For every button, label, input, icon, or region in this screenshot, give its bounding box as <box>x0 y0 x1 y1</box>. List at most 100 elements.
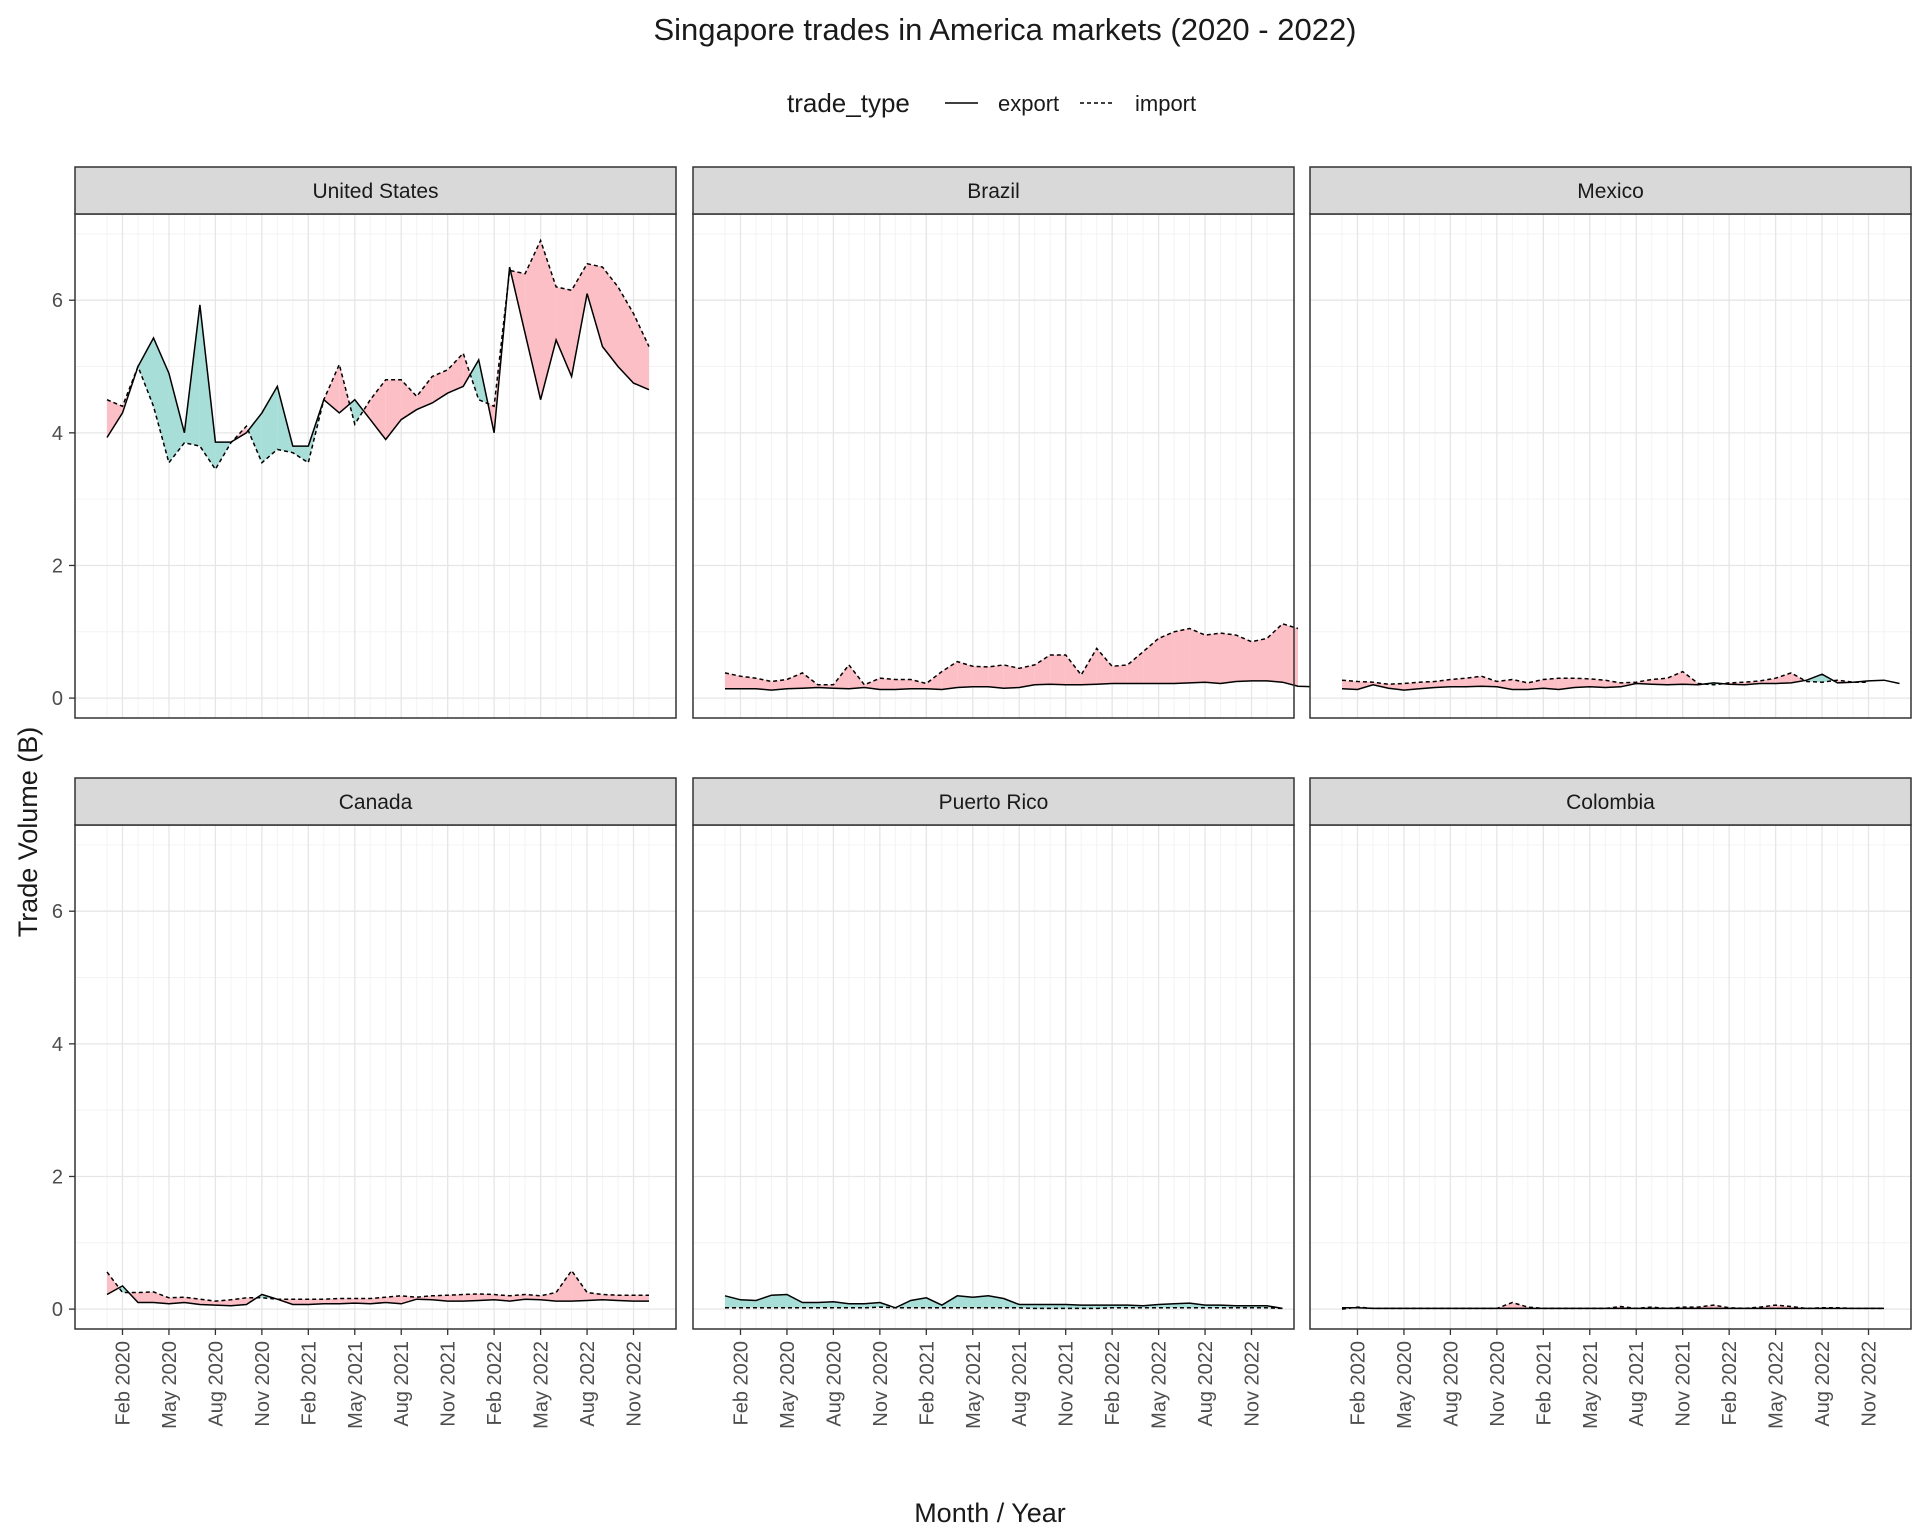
trade-gap-ribbon <box>1050 655 1066 685</box>
facet-strip-label: Brazil <box>967 180 1020 203</box>
export-series-line <box>106 1284 649 1307</box>
trade-gap-ribbon <box>988 1295 1004 1308</box>
trade-gap-ribbon <box>1574 678 1590 688</box>
y-tick-label: 6 <box>52 901 63 923</box>
x-tick-label: May 2021 <box>1580 1341 1602 1429</box>
legend-title: trade_type <box>787 88 910 118</box>
trade-gap-ribbon <box>556 286 572 377</box>
trade-gap-ribbon <box>618 286 634 384</box>
trade-gap-ribbon <box>1481 676 1497 687</box>
trade-gap-ribbon <box>1081 1305 1097 1309</box>
trade-gap-ribbon <box>447 353 464 394</box>
panel-background <box>75 825 676 1329</box>
trade-gap-ribbon <box>401 379 417 420</box>
trade-gap-ribbon <box>571 263 588 377</box>
trade-gap-ribbon <box>540 1292 557 1302</box>
trade-gap-ribbon <box>137 338 154 407</box>
trade-gap-ribbon <box>168 373 185 463</box>
panel-background <box>693 825 1294 1329</box>
facet-strip <box>74 777 677 826</box>
facet-strip-label: Canada <box>339 791 413 814</box>
x-tick-label: Nov 2021 <box>438 1341 460 1427</box>
trade-gap-ribbon <box>230 1297 247 1306</box>
x-tick-label: Aug 2020 <box>1440 1341 1462 1427</box>
trade-gap-ribbon <box>525 240 541 400</box>
trade-gap-ribbon <box>416 376 433 410</box>
trade-gap-ribbon <box>833 1301 849 1308</box>
trade-gap-ribbon <box>1605 680 1621 688</box>
panel-background <box>1310 825 1911 1329</box>
legend-label-export: export <box>998 91 1059 116</box>
facet-panel: Puerto Rico Feb 2020 May 2020 Aug 2020 Nov 2… <box>692 777 1295 1429</box>
legend-label-import: import <box>1135 91 1196 116</box>
x-tick-label: Feb 2022 <box>1102 1341 1124 1426</box>
trade-gap-ribbon <box>848 1303 865 1308</box>
trade-gap-ribbon <box>1158 631 1175 684</box>
x-axis-label: Month / Year <box>914 1498 1066 1528</box>
trade-gap-ribbon <box>354 1298 371 1304</box>
trade-gap-ribbon <box>1760 678 1776 684</box>
trade-gap-ribbon <box>1220 633 1237 684</box>
trade-gap-ribbon <box>1403 682 1420 691</box>
trade-gap-ribbon <box>540 240 557 400</box>
trade-gap-ribbon <box>618 1295 634 1302</box>
trade-gap-ribbon <box>339 1298 355 1304</box>
import-series-line <box>106 238 650 471</box>
trade-gap-ribbon <box>478 1293 495 1301</box>
trade-gap-ribbon <box>864 678 880 690</box>
x-tick-label: Feb 2021 <box>916 1341 938 1426</box>
trade-gap-ribbon <box>1096 1305 1113 1309</box>
trade-gap-ribbon <box>470 359 479 400</box>
trade-gap-ribbon <box>879 678 896 690</box>
y-axis-label: Trade Volume (B) <box>13 727 43 938</box>
facet-strip <box>692 777 1295 826</box>
trade-gap-ribbon <box>1775 1305 1792 1309</box>
x-tick-label: May 2020 <box>159 1341 181 1429</box>
trade-gap-ribbon <box>1019 664 1035 688</box>
trade-gap-ribbon <box>308 1299 324 1305</box>
trade-gap-ribbon <box>1267 623 1283 683</box>
facet-strip <box>692 166 1295 215</box>
trade-gap-ribbon <box>1251 638 1267 681</box>
trade-gap-ribbon <box>1034 1304 1051 1309</box>
trade-gap-ribbon <box>385 1295 402 1304</box>
x-tick-label: Aug 2021 <box>391 1341 413 1427</box>
facet-panel: Brazil <box>692 166 1330 719</box>
trade-gap-ribbon <box>1096 648 1113 685</box>
y-tick-label: 0 <box>52 1299 63 1321</box>
x-tick-label: Feb 2021 <box>1533 1341 1555 1426</box>
trade-gap-ribbon <box>633 1295 649 1302</box>
facet-strip-label: Colombia <box>1566 791 1655 814</box>
trade-gap-ribbon <box>199 1299 216 1306</box>
facet-panel: Canada 0 2 4 6 Feb 2020 May 2020 Aug 2020 Nov 20… <box>52 777 677 1429</box>
trade-gap-ribbon <box>556 1270 572 1302</box>
trade-gap-ribbon <box>895 679 911 690</box>
trade-gap-ribbon <box>463 353 471 387</box>
x-tick-label: Feb 2020 <box>1347 1341 1369 1426</box>
trade-gap-ribbon <box>1127 651 1144 684</box>
trade-gap-ribbon <box>1667 671 1683 685</box>
panel-background <box>1310 214 1911 718</box>
y-tick-label: 0 <box>52 688 63 710</box>
trade-gap-ribbon <box>463 1293 479 1302</box>
trade-gap-ribbon <box>771 679 787 691</box>
x-tick-label: Nov 2020 <box>1487 1341 1509 1427</box>
trade-gap-ribbon <box>1189 628 1206 683</box>
legend: trade_type export import <box>787 88 1196 118</box>
trade-gap-ribbon <box>248 412 262 463</box>
facet-strip <box>74 166 677 215</box>
export-series-line <box>1342 1307 1884 1310</box>
x-tick-label: Nov 2021 <box>1673 1341 1695 1427</box>
trade-gap-ribbon <box>972 1295 989 1308</box>
trade-gap-ribbon <box>957 661 973 688</box>
trade-gap-ribbon <box>1112 664 1128 684</box>
x-tick-label: Feb 2022 <box>1719 1341 1741 1426</box>
facet-strip <box>1309 166 1912 215</box>
x-tick-label: Feb 2020 <box>112 1341 134 1426</box>
trade-gap-ribbon <box>153 1291 169 1304</box>
trade-gap-ribbon <box>1558 678 1575 690</box>
trade-gap-ribbon <box>323 1298 340 1304</box>
trade-gap-ribbon <box>261 386 278 463</box>
y-tick-label: 2 <box>52 555 63 577</box>
import-series-line <box>725 1306 1283 1310</box>
